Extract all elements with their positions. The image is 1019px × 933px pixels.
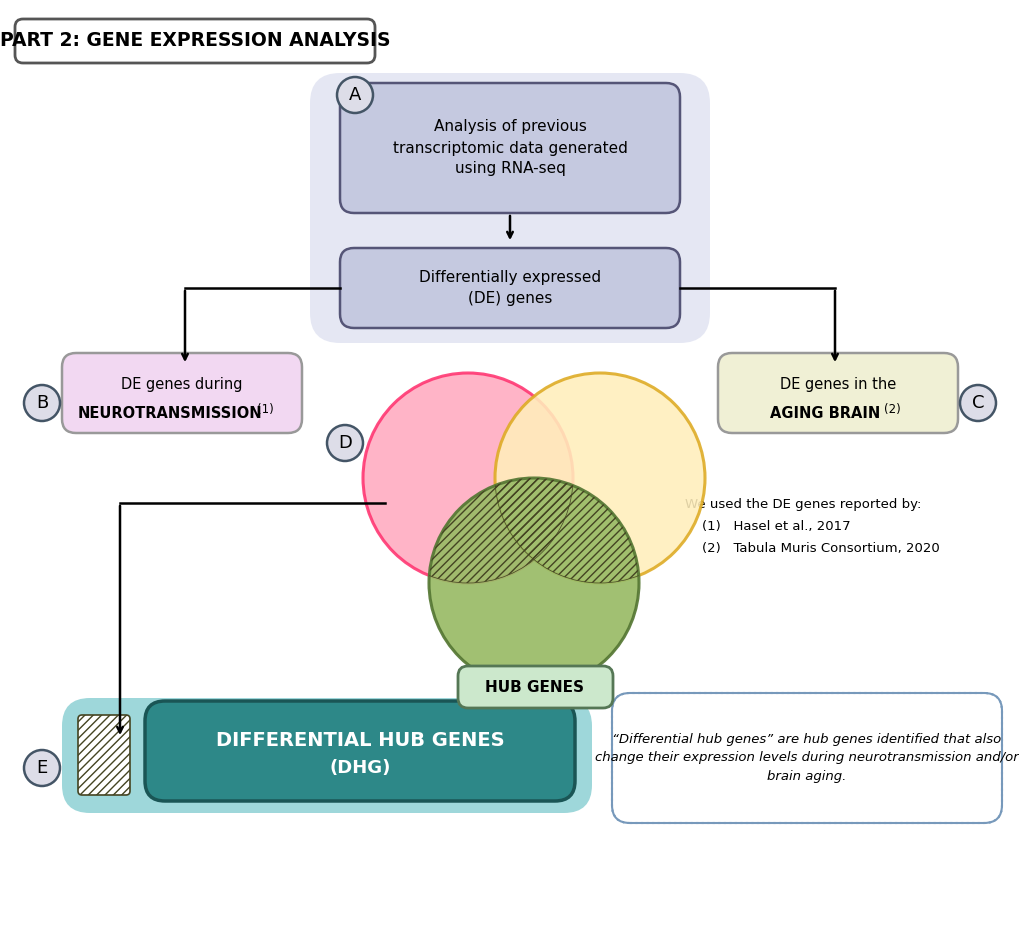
Text: We used the DE genes reported by:
    (1)   Hasel et al., 2017
    (2)   Tabula : We used the DE genes reported by: (1) Ha… [685,498,938,555]
FancyBboxPatch shape [77,715,129,795]
Text: HUB GENES: HUB GENES [485,679,584,694]
Text: NEUROTRANSMISSION: NEUROTRANSMISSION [77,406,262,421]
Circle shape [327,425,363,461]
FancyBboxPatch shape [339,248,680,328]
Text: AGING BRAIN: AGING BRAIN [769,406,879,421]
Text: DE genes in the: DE genes in the [780,378,896,393]
FancyBboxPatch shape [15,19,375,63]
FancyBboxPatch shape [339,83,680,213]
Circle shape [363,373,573,583]
Text: B: B [36,394,48,412]
FancyBboxPatch shape [717,353,957,433]
Text: (DHG): (DHG) [329,759,390,777]
Text: “Differential hub genes” are hub genes identified that also
change their express: “Differential hub genes” are hub genes i… [594,733,1018,783]
Circle shape [959,385,995,421]
Circle shape [494,373,704,583]
Text: D: D [337,434,352,452]
Circle shape [24,750,60,786]
FancyBboxPatch shape [145,701,575,801]
Text: Differentially expressed
(DE) genes: Differentially expressed (DE) genes [419,270,600,306]
Text: (1): (1) [257,402,273,415]
Text: DE genes during: DE genes during [121,378,243,393]
Text: A: A [348,86,361,104]
Text: (2): (2) [882,402,900,415]
Text: C: C [971,394,983,412]
FancyBboxPatch shape [62,698,591,813]
FancyBboxPatch shape [62,353,302,433]
FancyBboxPatch shape [458,666,612,708]
Text: PART 2: GENE EXPRESSION ANALYSIS: PART 2: GENE EXPRESSION ANALYSIS [0,32,390,50]
FancyBboxPatch shape [310,73,709,343]
Text: E: E [37,759,48,777]
FancyBboxPatch shape [611,693,1001,823]
Text: Analysis of previous
transcriptomic data generated
using RNA-seq: Analysis of previous transcriptomic data… [392,119,627,176]
Text: DIFFERENTIAL HUB GENES: DIFFERENTIAL HUB GENES [215,731,503,750]
Circle shape [429,478,638,688]
Circle shape [24,385,60,421]
Circle shape [336,77,373,113]
